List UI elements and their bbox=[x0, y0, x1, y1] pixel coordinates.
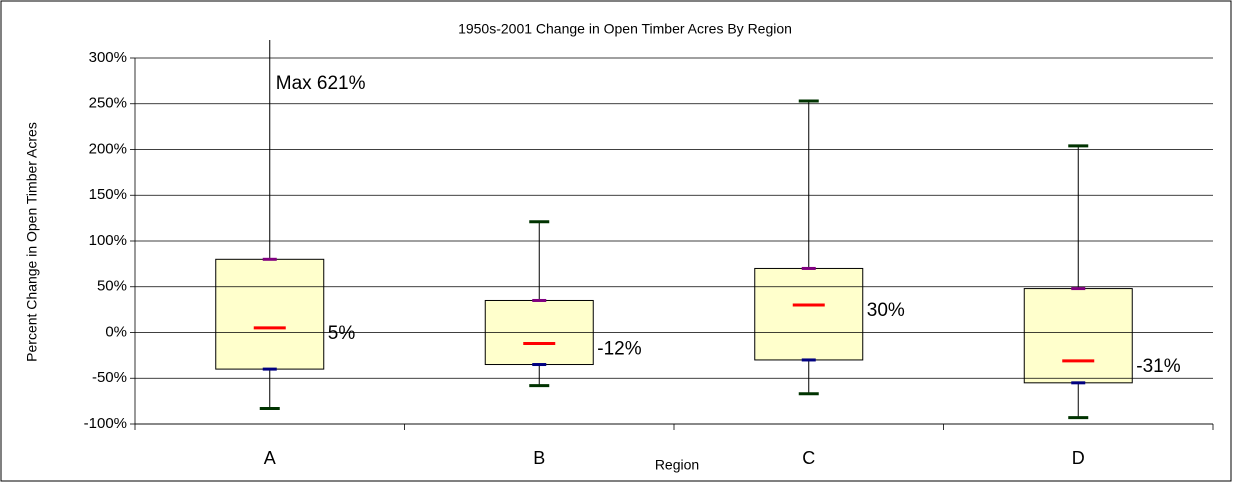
y-tick-label: 200% bbox=[89, 140, 127, 157]
x-tick-label: C bbox=[802, 448, 815, 468]
y-tick-label: 300% bbox=[89, 49, 127, 66]
x-tick-label: D bbox=[1072, 448, 1085, 468]
y-tick-label: 150% bbox=[89, 186, 127, 203]
box bbox=[1023, 288, 1133, 384]
box bbox=[215, 258, 325, 370]
chart-title: 1950s-2001 Change in Open Timber Acres B… bbox=[458, 21, 792, 37]
annotation: Max 621% bbox=[276, 73, 366, 94]
box bbox=[754, 267, 864, 361]
x-axis-title: Region bbox=[655, 457, 699, 473]
x-tick-label: B bbox=[533, 448, 545, 468]
median-label: 5% bbox=[328, 323, 356, 344]
median-label: 30% bbox=[867, 300, 905, 321]
y-tick-label: -50% bbox=[92, 369, 127, 386]
median-label: -12% bbox=[597, 338, 641, 359]
y-axis-title: Percent Change in Open Timber Acres bbox=[24, 122, 40, 362]
y-tick-label: 250% bbox=[89, 95, 127, 112]
y-tick-label: 50% bbox=[97, 278, 127, 295]
median-label: -31% bbox=[1136, 356, 1180, 377]
x-tick-label: A bbox=[264, 448, 276, 468]
y-tick-label: 0% bbox=[105, 323, 127, 340]
y-tick-label: -100% bbox=[84, 415, 127, 432]
y-tick-label: 100% bbox=[89, 232, 127, 249]
